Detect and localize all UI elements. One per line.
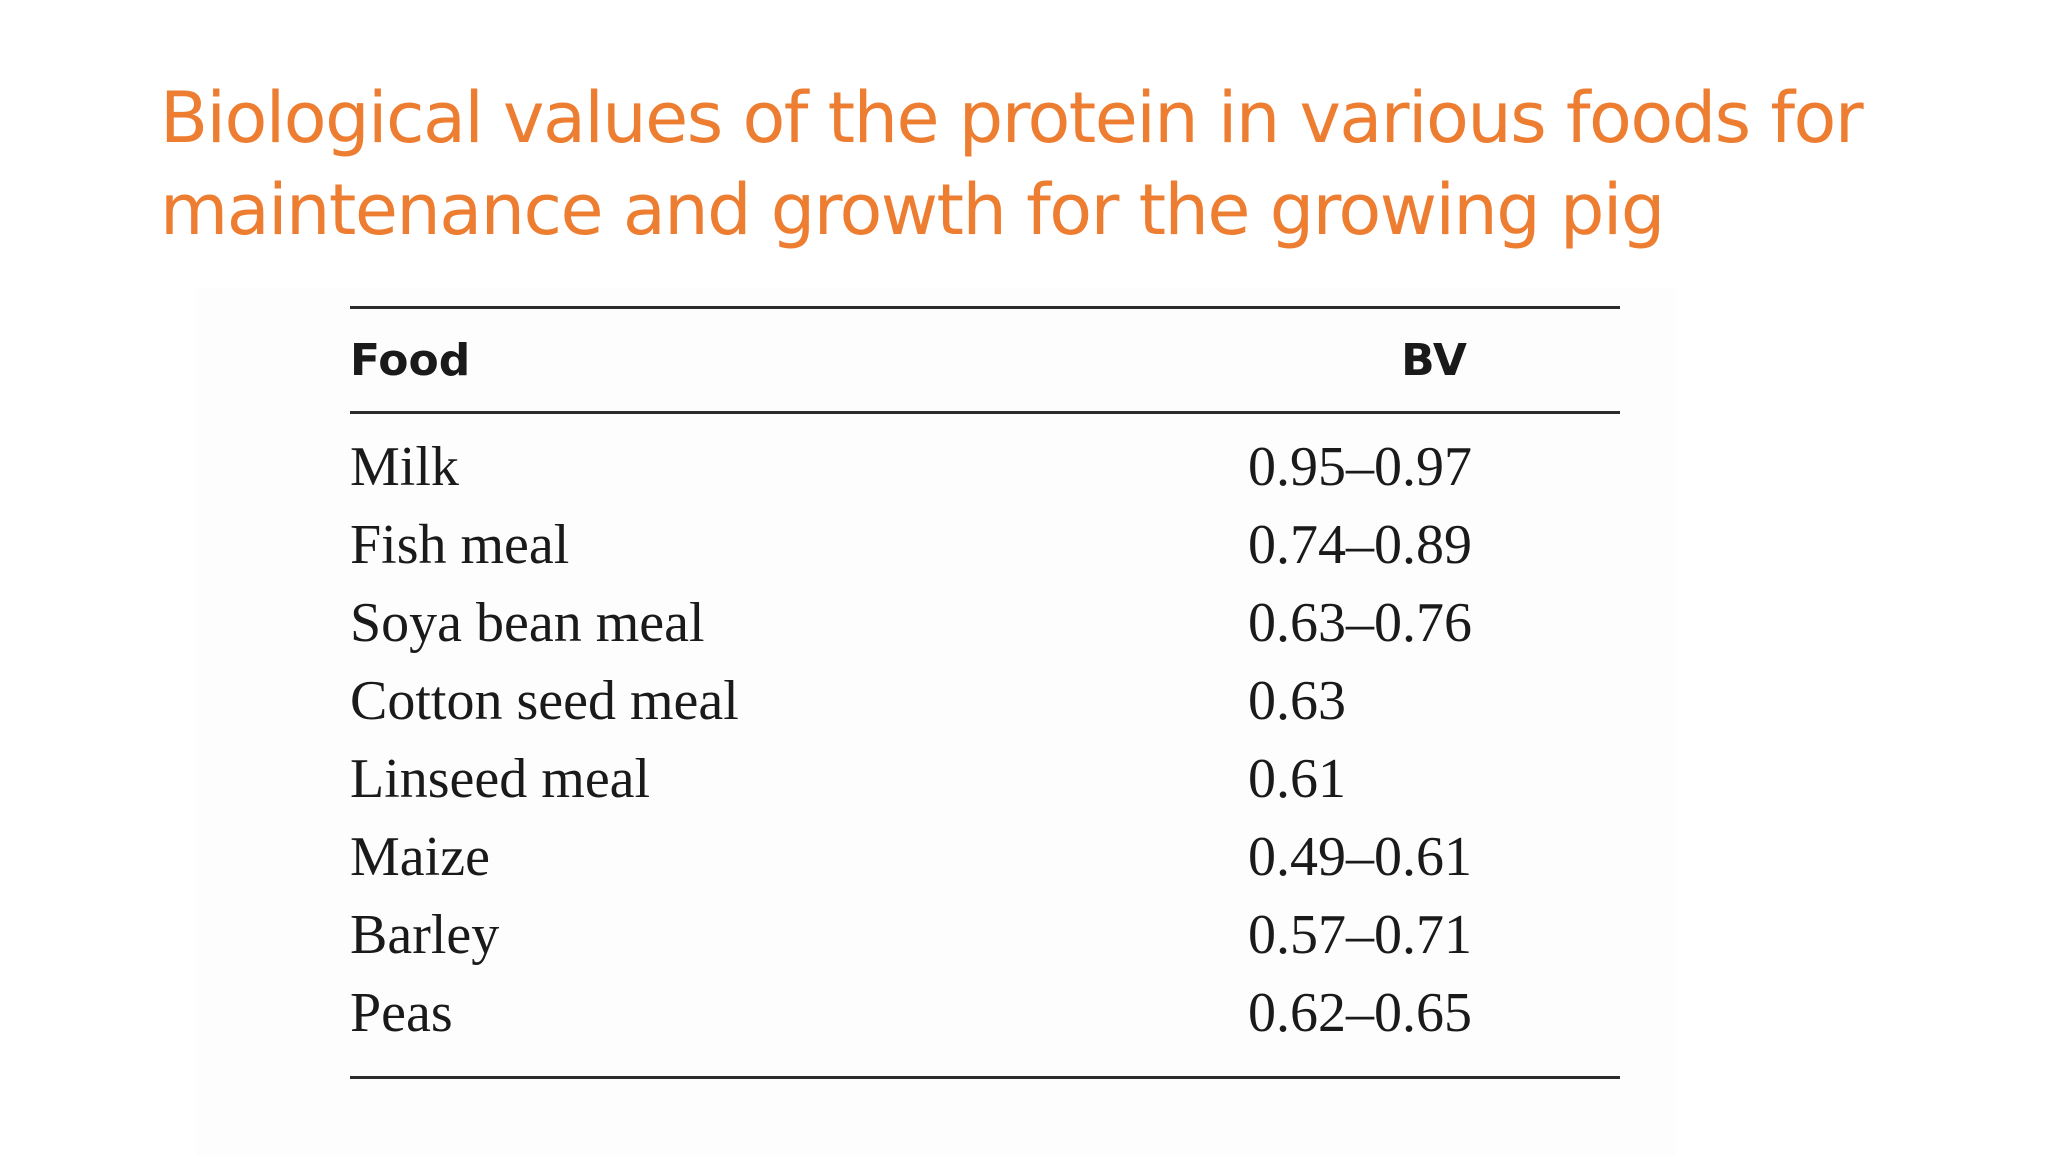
food-cell: Maize: [350, 826, 490, 888]
food-cell: Cotton seed meal: [350, 670, 739, 732]
bv-cell: 0.74–0.89: [1248, 514, 1472, 576]
food-cell: Fish meal: [350, 514, 570, 576]
header-food: Food: [350, 307, 1248, 414]
slide-title: Biological values of the protein in vari…: [160, 77, 1864, 251]
table-row: Fish meal 0.74–0.89: [350, 506, 1620, 584]
food-cell: Linseed meal: [350, 748, 651, 810]
bv-cell: 0.95–0.97: [1248, 436, 1472, 498]
bv-cell: 0.57–0.71: [1248, 904, 1472, 966]
biological-value-table: Food BV Milk 0.95–0.97 Fish meal 0.74–0.…: [350, 306, 1620, 1079]
food-cell: Barley: [350, 904, 500, 966]
table-row: Barley 0.57–0.71: [350, 896, 1620, 974]
table-row: Peas 0.62–0.65: [350, 974, 1620, 1078]
bv-cell: 0.63: [1248, 670, 1346, 732]
bv-cell: 0.49–0.61: [1248, 826, 1472, 888]
table-row: Soya bean meal 0.63–0.76: [350, 584, 1620, 662]
header-bv: BV: [1248, 307, 1620, 414]
table-row: Cotton seed meal 0.63: [350, 662, 1620, 740]
bv-cell: 0.62–0.65: [1248, 982, 1472, 1044]
food-cell: Peas: [350, 982, 453, 1044]
table-row: Maize 0.49–0.61: [350, 818, 1620, 896]
table-header-row: Food BV: [350, 307, 1620, 414]
table-row: Milk 0.95–0.97: [350, 413, 1620, 507]
food-cell: Soya bean meal: [350, 592, 705, 654]
table-image-background: [196, 288, 1676, 1156]
table-row: Linseed meal 0.61: [350, 740, 1620, 818]
food-cell: Milk: [350, 436, 459, 498]
bv-cell: 0.63–0.76: [1248, 592, 1472, 654]
bv-cell: 0.61: [1248, 748, 1346, 810]
